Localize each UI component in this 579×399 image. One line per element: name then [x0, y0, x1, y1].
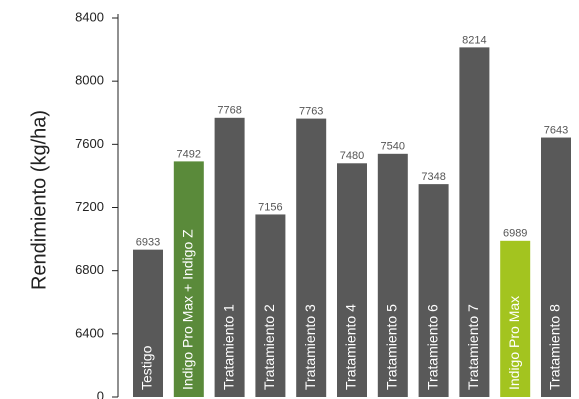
y-tick-label: 0 [97, 388, 104, 399]
value-label: 6933 [136, 237, 160, 249]
x-tick-label: Indigo Pro Max + Indigo Z [180, 229, 196, 390]
y-tick-label: 6800 [75, 262, 104, 277]
bar [296, 118, 327, 397]
bar [377, 153, 408, 397]
value-label: 8214 [462, 34, 486, 46]
x-tick-label: Tratamiento 2 [261, 304, 277, 390]
y-axis-label: Rendimiento (kg/ha) [28, 110, 50, 290]
value-label: 7763 [299, 105, 323, 117]
x-tick-label: Tratamiento 3 [302, 304, 318, 390]
x-tick-label: Tratamiento 7 [465, 304, 481, 390]
x-tick-label: Tratamiento 1 [220, 304, 236, 390]
bar [337, 163, 367, 397]
bar [459, 47, 490, 398]
value-label: 7643 [544, 124, 568, 136]
y-tick-label: 7200 [75, 199, 104, 214]
x-tick-label: Tratamiento 5 [384, 304, 400, 390]
x-tick-label: Tratamiento 8 [547, 304, 563, 390]
y-tick-label: 8400 [75, 9, 104, 24]
bar [133, 249, 163, 397]
value-label: 7492 [177, 148, 201, 160]
x-tick-label: Testigo [139, 345, 155, 390]
value-label: 7540 [381, 141, 405, 153]
value-label: 7768 [217, 105, 241, 117]
y-tick-label: 8000 [75, 73, 104, 88]
bar [418, 184, 449, 397]
value-label: 7156 [258, 201, 282, 213]
bar [255, 214, 286, 397]
y-tick-label: 6400 [75, 325, 104, 340]
bar [541, 137, 571, 398]
value-label: 7348 [421, 171, 445, 183]
bar [500, 240, 531, 397]
bar [173, 161, 204, 397]
x-tick-label: Tratamiento 6 [424, 304, 440, 390]
x-tick-label: Indigo Pro Max [506, 296, 522, 390]
bar [214, 117, 245, 397]
value-label: 6989 [503, 228, 527, 240]
x-tick-label: Tratamiento 4 [343, 304, 359, 390]
value-label: 7480 [340, 150, 364, 162]
y-tick-label: 7600 [75, 136, 104, 151]
